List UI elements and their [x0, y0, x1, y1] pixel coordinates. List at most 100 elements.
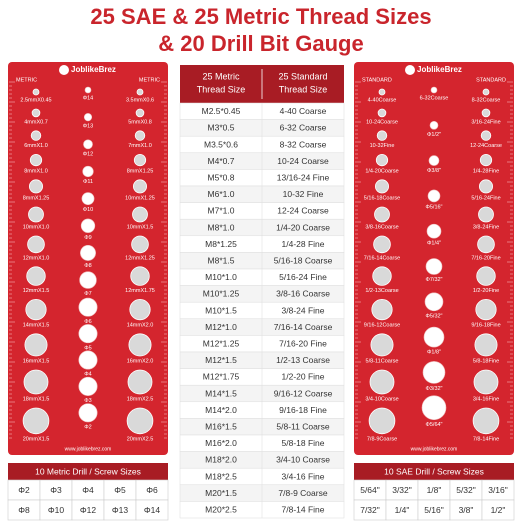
- drill-size: Φ2: [18, 485, 30, 495]
- table-cell: 7/16-20 Fine: [279, 338, 327, 348]
- thread-hole: [370, 333, 394, 357]
- drill-label: Φ5: [84, 345, 91, 351]
- table-cell: 5/16-18 Coarse: [274, 255, 333, 265]
- drill-label: Φ5/16": [425, 204, 442, 210]
- thread-hole: [30, 130, 42, 141]
- table-cell: M8*1.0: [208, 222, 235, 232]
- thread-label: 14mmX1.5: [23, 322, 50, 328]
- brand: JoblikeBrez: [417, 65, 462, 74]
- thread-hole: [372, 266, 392, 286]
- thread-label: 8mmX1.0: [24, 168, 48, 174]
- drill-hole: [82, 165, 94, 178]
- thread-hole: [374, 206, 390, 223]
- thread-hole: [479, 154, 493, 167]
- drill-hole: [422, 361, 446, 384]
- drill-hole: [83, 139, 93, 150]
- table-cell: M14*1.5: [205, 388, 237, 398]
- drill-size: 1/4": [395, 505, 410, 515]
- drill-label: Φ13: [83, 123, 94, 129]
- drill-size: Φ4: [82, 485, 94, 495]
- thread-label: 16mmX1.5: [23, 358, 50, 364]
- drill-label: Φ14: [83, 95, 94, 101]
- table-cell: 8-32 Coarse: [280, 139, 327, 149]
- drill-label: 6-32Coarse: [420, 95, 449, 101]
- table-cell: M12*1.25: [203, 338, 240, 348]
- drill-label: Φ3/32": [425, 386, 442, 392]
- drill-size: Φ5: [114, 485, 126, 495]
- thread-label: 12mmX1.25: [125, 255, 155, 261]
- table-cell: 1/4-20 Coarse: [276, 222, 330, 232]
- thread-label: 3/8-24Fine: [473, 224, 499, 230]
- table-cell: M20*1.5: [205, 488, 237, 498]
- brand: JoblikeBrez: [71, 65, 116, 74]
- thread-label: 1/4-20Coarse: [365, 168, 398, 174]
- thread-label: 6mmX1.0: [24, 143, 48, 149]
- thread-hole: [133, 154, 147, 167]
- table-cell: 3/4-10 Coarse: [276, 455, 330, 465]
- drill-size: 5/16": [424, 505, 444, 515]
- drill-size: 3/32": [392, 485, 412, 495]
- thread-hole: [478, 179, 493, 194]
- thread-label: 5/16-24Fine: [471, 195, 500, 201]
- table-cell: 10-24 Coarse: [277, 156, 329, 166]
- thread-label: 5mmX0.8: [128, 119, 152, 125]
- drill-label: Φ12: [83, 151, 94, 157]
- drill-size: Φ6: [146, 485, 158, 495]
- drill-hole: [78, 350, 98, 370]
- table-cell: 1/2-13 Coarse: [276, 355, 330, 365]
- thread-hole: [22, 407, 50, 435]
- system-label: METRIC: [139, 77, 160, 83]
- drill-label: Φ2: [84, 424, 91, 430]
- thread-hole: [129, 298, 151, 321]
- table-cell: 6-32 Coarse: [280, 123, 327, 133]
- table-cell: 5/8-18 Fine: [282, 438, 325, 448]
- table-cell: 13/16-24 Fine: [277, 172, 330, 182]
- thread-label: 12mmX1.5: [23, 288, 50, 294]
- drill-label: Φ3: [84, 398, 91, 404]
- drill-size: 1/8": [427, 485, 442, 495]
- thread-hole: [378, 88, 386, 96]
- thread-label: 3/16-24Fine: [471, 119, 500, 125]
- table-cell: M12*1.0: [205, 322, 237, 332]
- table-cell: M10*1.5: [205, 305, 237, 315]
- table-cell: M10*1.25: [203, 289, 240, 299]
- table-header: Thread Size: [279, 84, 328, 94]
- thread-hole: [131, 235, 149, 254]
- thread-hole: [126, 407, 154, 435]
- drill-hole: [84, 86, 92, 94]
- drill-hole: [428, 155, 440, 166]
- drill-hole: [424, 292, 444, 312]
- table-cell: M8*1.5: [208, 255, 235, 265]
- brand-logo: [405, 65, 415, 75]
- drill-size: 3/16": [488, 485, 508, 495]
- thread-label: 7/8-14Fine: [473, 436, 499, 442]
- thread-hole: [25, 298, 47, 321]
- drill-cell: [135, 499, 169, 521]
- thread-label: 1/2-13Coarse: [365, 288, 398, 294]
- thread-hole: [368, 407, 396, 435]
- drill-hole: [430, 86, 438, 94]
- table-cell: M4*0.7: [208, 156, 235, 166]
- thread-hole: [373, 235, 391, 254]
- thread-label: 3/4-16Fine: [473, 396, 499, 402]
- drill-table-title-bg: [354, 463, 514, 480]
- thread-hole: [128, 333, 152, 357]
- table-cell: 12-24 Coarse: [277, 206, 329, 216]
- drill-label: Φ7/32": [425, 277, 442, 283]
- drill-label: Φ3/8": [427, 168, 441, 174]
- thread-hole: [130, 266, 150, 286]
- drill-size: 5/64": [360, 485, 380, 495]
- table-cell: 3/8-24 Fine: [282, 305, 325, 315]
- drill-hole: [81, 192, 95, 205]
- thread-hole: [29, 154, 43, 167]
- thread-hole: [478, 206, 494, 223]
- thread-hole: [28, 206, 44, 223]
- thread-label: 10mmX1.0: [23, 224, 50, 230]
- thread-hole: [135, 108, 145, 118]
- system-label: STANDARD: [362, 77, 392, 83]
- thread-label: 10mmX1.25: [125, 195, 155, 201]
- thread-label: 12-24Coarse: [470, 143, 502, 149]
- drill-hole: [427, 189, 441, 203]
- table-cell: 1/2-20 Fine: [282, 372, 325, 382]
- drill-size: Φ12: [80, 505, 97, 515]
